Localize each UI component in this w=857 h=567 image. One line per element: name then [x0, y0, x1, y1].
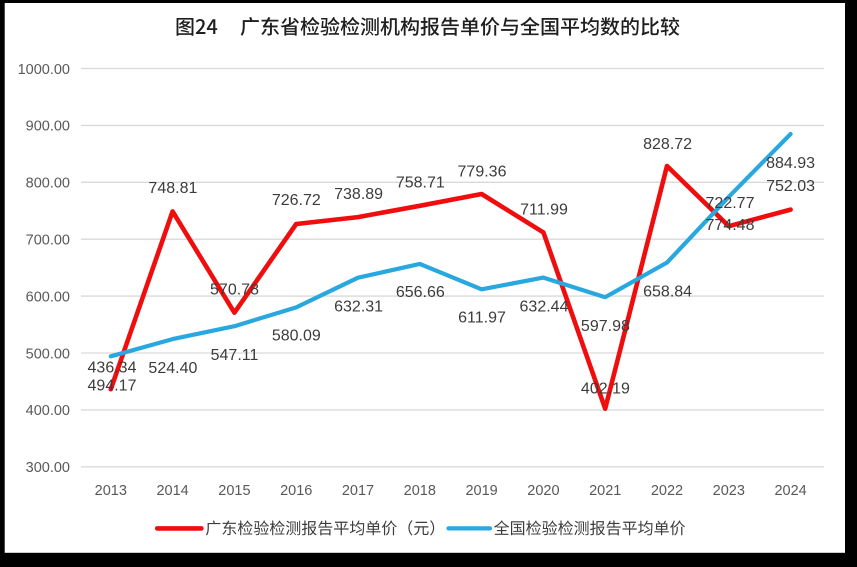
svg-text:700.00: 700.00 — [26, 233, 70, 249]
svg-text:656.66: 656.66 — [396, 284, 445, 301]
svg-text:758.71: 758.71 — [396, 175, 445, 192]
svg-text:494.17: 494.17 — [88, 378, 137, 395]
svg-text:600.00: 600.00 — [26, 289, 70, 305]
svg-text:2020: 2020 — [527, 483, 559, 499]
svg-text:900.00: 900.00 — [26, 119, 70, 135]
svg-text:632.44: 632.44 — [520, 298, 569, 315]
svg-text:632.31: 632.31 — [334, 299, 383, 316]
svg-text:2024: 2024 — [774, 483, 806, 499]
svg-text:1000.00: 1000.00 — [18, 62, 70, 78]
svg-text:2018: 2018 — [404, 483, 436, 499]
svg-text:748.81: 748.81 — [148, 180, 197, 197]
svg-text:726.72: 726.72 — [272, 192, 321, 209]
svg-text:402.19: 402.19 — [581, 380, 630, 397]
svg-text:752.03: 752.03 — [766, 178, 815, 195]
svg-text:2014: 2014 — [156, 483, 188, 499]
svg-text:300.00: 300.00 — [26, 460, 70, 476]
svg-text:400.00: 400.00 — [26, 403, 70, 419]
svg-text:597.98: 597.98 — [581, 318, 630, 335]
svg-text:779.36: 779.36 — [458, 164, 507, 181]
svg-text:570.78: 570.78 — [210, 282, 259, 299]
svg-text:722.77: 722.77 — [706, 195, 755, 212]
svg-text:2019: 2019 — [465, 483, 497, 499]
svg-text:611.97: 611.97 — [458, 309, 506, 326]
svg-text:711.99: 711.99 — [520, 202, 568, 219]
svg-text:2016: 2016 — [280, 483, 312, 499]
svg-text:2021: 2021 — [589, 483, 621, 499]
svg-text:2013: 2013 — [95, 483, 127, 499]
svg-text:738.89: 738.89 — [334, 186, 383, 203]
svg-text:658.84: 658.84 — [643, 284, 692, 301]
svg-text:436.34: 436.34 — [88, 359, 137, 376]
svg-text:547.11: 547.11 — [211, 347, 259, 364]
svg-text:774.48: 774.48 — [706, 217, 755, 234]
svg-text:524.40: 524.40 — [148, 360, 197, 377]
svg-text:2023: 2023 — [713, 483, 745, 499]
svg-text:2015: 2015 — [218, 483, 250, 499]
svg-text:2022: 2022 — [651, 483, 683, 499]
svg-text:800.00: 800.00 — [26, 176, 70, 192]
svg-text:828.72: 828.72 — [643, 136, 692, 153]
svg-text:500.00: 500.00 — [26, 346, 70, 362]
svg-text:580.09: 580.09 — [272, 327, 321, 344]
svg-text:884.93: 884.93 — [766, 155, 815, 172]
svg-text:2017: 2017 — [342, 483, 374, 499]
